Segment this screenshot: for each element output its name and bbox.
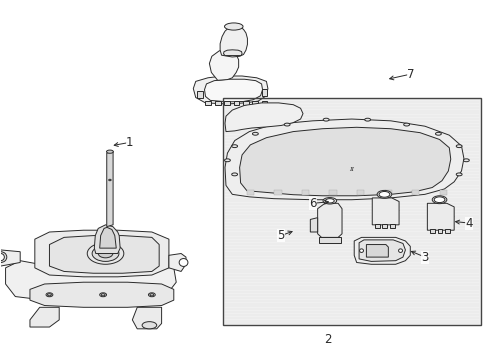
Polygon shape [224,119,463,200]
Ellipse shape [231,173,237,176]
Polygon shape [5,261,176,302]
Bar [205,101,211,105]
Ellipse shape [231,145,237,148]
Ellipse shape [403,123,409,126]
Polygon shape [168,253,185,271]
Polygon shape [353,237,409,264]
Bar [382,224,386,228]
Polygon shape [329,190,336,195]
Ellipse shape [323,198,336,204]
Polygon shape [30,307,59,327]
Ellipse shape [463,159,468,162]
Polygon shape [209,49,238,80]
Ellipse shape [47,294,51,296]
Bar [224,101,229,105]
Bar [222,98,480,325]
Bar [243,101,248,105]
Bar [233,101,239,105]
Polygon shape [274,190,281,195]
Polygon shape [0,250,20,266]
Polygon shape [239,127,450,196]
Polygon shape [366,244,387,257]
Bar [214,101,220,105]
Ellipse shape [148,293,155,297]
Text: 5: 5 [277,229,284,242]
Polygon shape [94,225,120,253]
Ellipse shape [106,150,113,153]
Ellipse shape [378,192,389,197]
Text: 3: 3 [420,251,427,264]
Polygon shape [302,190,308,195]
Text: II: II [348,167,353,172]
Bar [444,229,449,233]
Ellipse shape [0,252,7,262]
Polygon shape [220,26,247,57]
Polygon shape [246,190,254,195]
Polygon shape [358,240,405,261]
Bar [222,98,480,325]
Polygon shape [106,151,113,226]
Ellipse shape [284,123,289,126]
Ellipse shape [431,196,446,204]
Polygon shape [30,282,173,307]
Bar [437,229,442,233]
Ellipse shape [224,23,243,30]
Polygon shape [411,190,419,195]
Polygon shape [317,203,341,237]
Polygon shape [439,190,446,195]
Ellipse shape [359,249,363,252]
Bar [429,229,434,233]
Ellipse shape [100,293,106,297]
Bar [389,224,394,228]
Polygon shape [193,76,267,104]
Text: 2: 2 [323,333,330,346]
Polygon shape [35,230,168,277]
Bar [196,91,202,98]
Ellipse shape [455,145,461,148]
Ellipse shape [150,294,154,296]
Ellipse shape [142,321,157,329]
Ellipse shape [398,249,402,252]
Polygon shape [356,190,364,195]
Polygon shape [204,79,262,102]
Bar [374,224,379,228]
Text: 7: 7 [406,68,413,81]
Polygon shape [427,203,453,230]
Ellipse shape [87,243,123,264]
Bar [252,101,258,105]
Ellipse shape [92,246,119,261]
Ellipse shape [46,293,53,297]
Ellipse shape [0,253,4,261]
Ellipse shape [179,258,187,266]
Polygon shape [310,218,317,232]
Ellipse shape [433,197,444,203]
Text: 1: 1 [126,136,133,149]
Ellipse shape [224,159,230,162]
Polygon shape [100,227,116,248]
Ellipse shape [98,249,113,258]
Polygon shape [371,198,398,225]
Bar [261,101,267,105]
Polygon shape [49,235,159,273]
Ellipse shape [323,118,328,121]
Polygon shape [318,237,340,243]
Ellipse shape [364,118,370,121]
Ellipse shape [108,179,111,181]
Ellipse shape [376,190,391,198]
Polygon shape [223,50,242,55]
Bar [261,89,267,96]
Polygon shape [384,190,391,195]
Polygon shape [132,307,161,329]
Ellipse shape [325,199,333,203]
Polygon shape [224,103,303,132]
Text: 4: 4 [464,216,471,230]
Text: 6: 6 [308,197,316,210]
Ellipse shape [101,294,105,296]
Ellipse shape [252,132,258,135]
Ellipse shape [435,132,441,135]
Ellipse shape [455,173,461,176]
